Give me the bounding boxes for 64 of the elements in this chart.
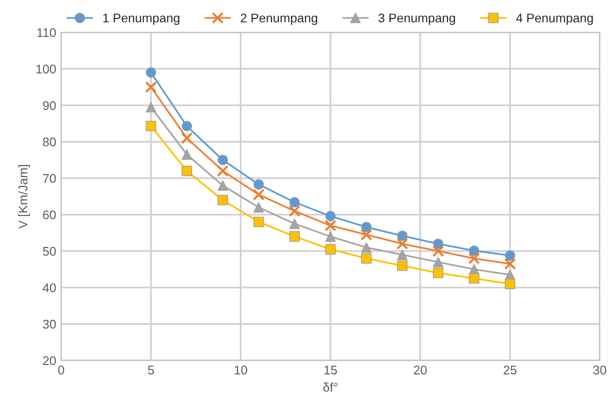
x-tick-label: 30 <box>593 366 606 374</box>
point <box>504 278 516 290</box>
point <box>146 67 156 78</box>
point <box>289 231 300 242</box>
point <box>218 194 228 206</box>
x-tick-label: 15 <box>324 366 337 374</box>
point <box>289 218 300 229</box>
point <box>324 220 336 232</box>
point <box>361 253 372 264</box>
point <box>252 188 265 201</box>
point <box>180 132 193 144</box>
point <box>468 246 480 256</box>
y-tick-label: 60 <box>43 210 56 220</box>
y-tick-label: 40 <box>42 283 56 292</box>
point <box>182 120 192 132</box>
legend-label: 1 Penumpang <box>103 14 180 25</box>
point <box>432 268 444 278</box>
point <box>289 197 300 208</box>
point <box>396 238 408 250</box>
point <box>182 149 192 160</box>
point <box>468 252 480 264</box>
point <box>325 210 336 222</box>
y-axis-title: V [Km/Jam] <box>18 165 30 229</box>
point <box>468 273 480 284</box>
y-tick-label: 20 <box>43 356 56 366</box>
y-tick-label: 100 <box>36 64 56 74</box>
legend-label: 3 Penumpang <box>378 14 456 25</box>
x-tick-label: 0 <box>58 366 64 374</box>
point <box>397 250 408 260</box>
x-axis-title: δf° <box>323 382 338 392</box>
point <box>504 258 516 270</box>
x-tick-label: 20 <box>414 366 427 374</box>
point <box>216 165 229 177</box>
point <box>253 216 264 228</box>
point <box>325 244 336 254</box>
y-tick-label: 110 <box>37 28 56 38</box>
y-tick-label: 70 <box>43 174 56 183</box>
point <box>504 250 516 261</box>
point <box>325 231 336 242</box>
y-tick-label: 30 <box>42 320 56 329</box>
point <box>432 256 444 268</box>
point <box>253 179 264 190</box>
y-tick-label: 90 <box>43 101 56 110</box>
point <box>146 102 156 112</box>
legend-label: 2 Penumpang <box>240 14 318 25</box>
point <box>360 228 372 241</box>
legend-label: 4 Penumpang <box>516 14 593 25</box>
point <box>218 154 228 166</box>
point <box>432 245 444 258</box>
point <box>397 260 408 271</box>
x-tick-label: 10 <box>234 366 248 374</box>
point <box>218 180 228 191</box>
y-tick-label: 80 <box>42 138 56 146</box>
x-tick-label: 5 <box>148 366 154 374</box>
point <box>253 202 264 213</box>
point <box>288 205 300 217</box>
point <box>145 81 157 93</box>
point <box>397 230 408 242</box>
x-tick-label: 25 <box>504 366 516 374</box>
point <box>361 222 372 232</box>
y-tick-label: 50 <box>42 246 56 256</box>
point <box>361 242 372 253</box>
point <box>182 166 192 176</box>
point <box>146 120 156 132</box>
